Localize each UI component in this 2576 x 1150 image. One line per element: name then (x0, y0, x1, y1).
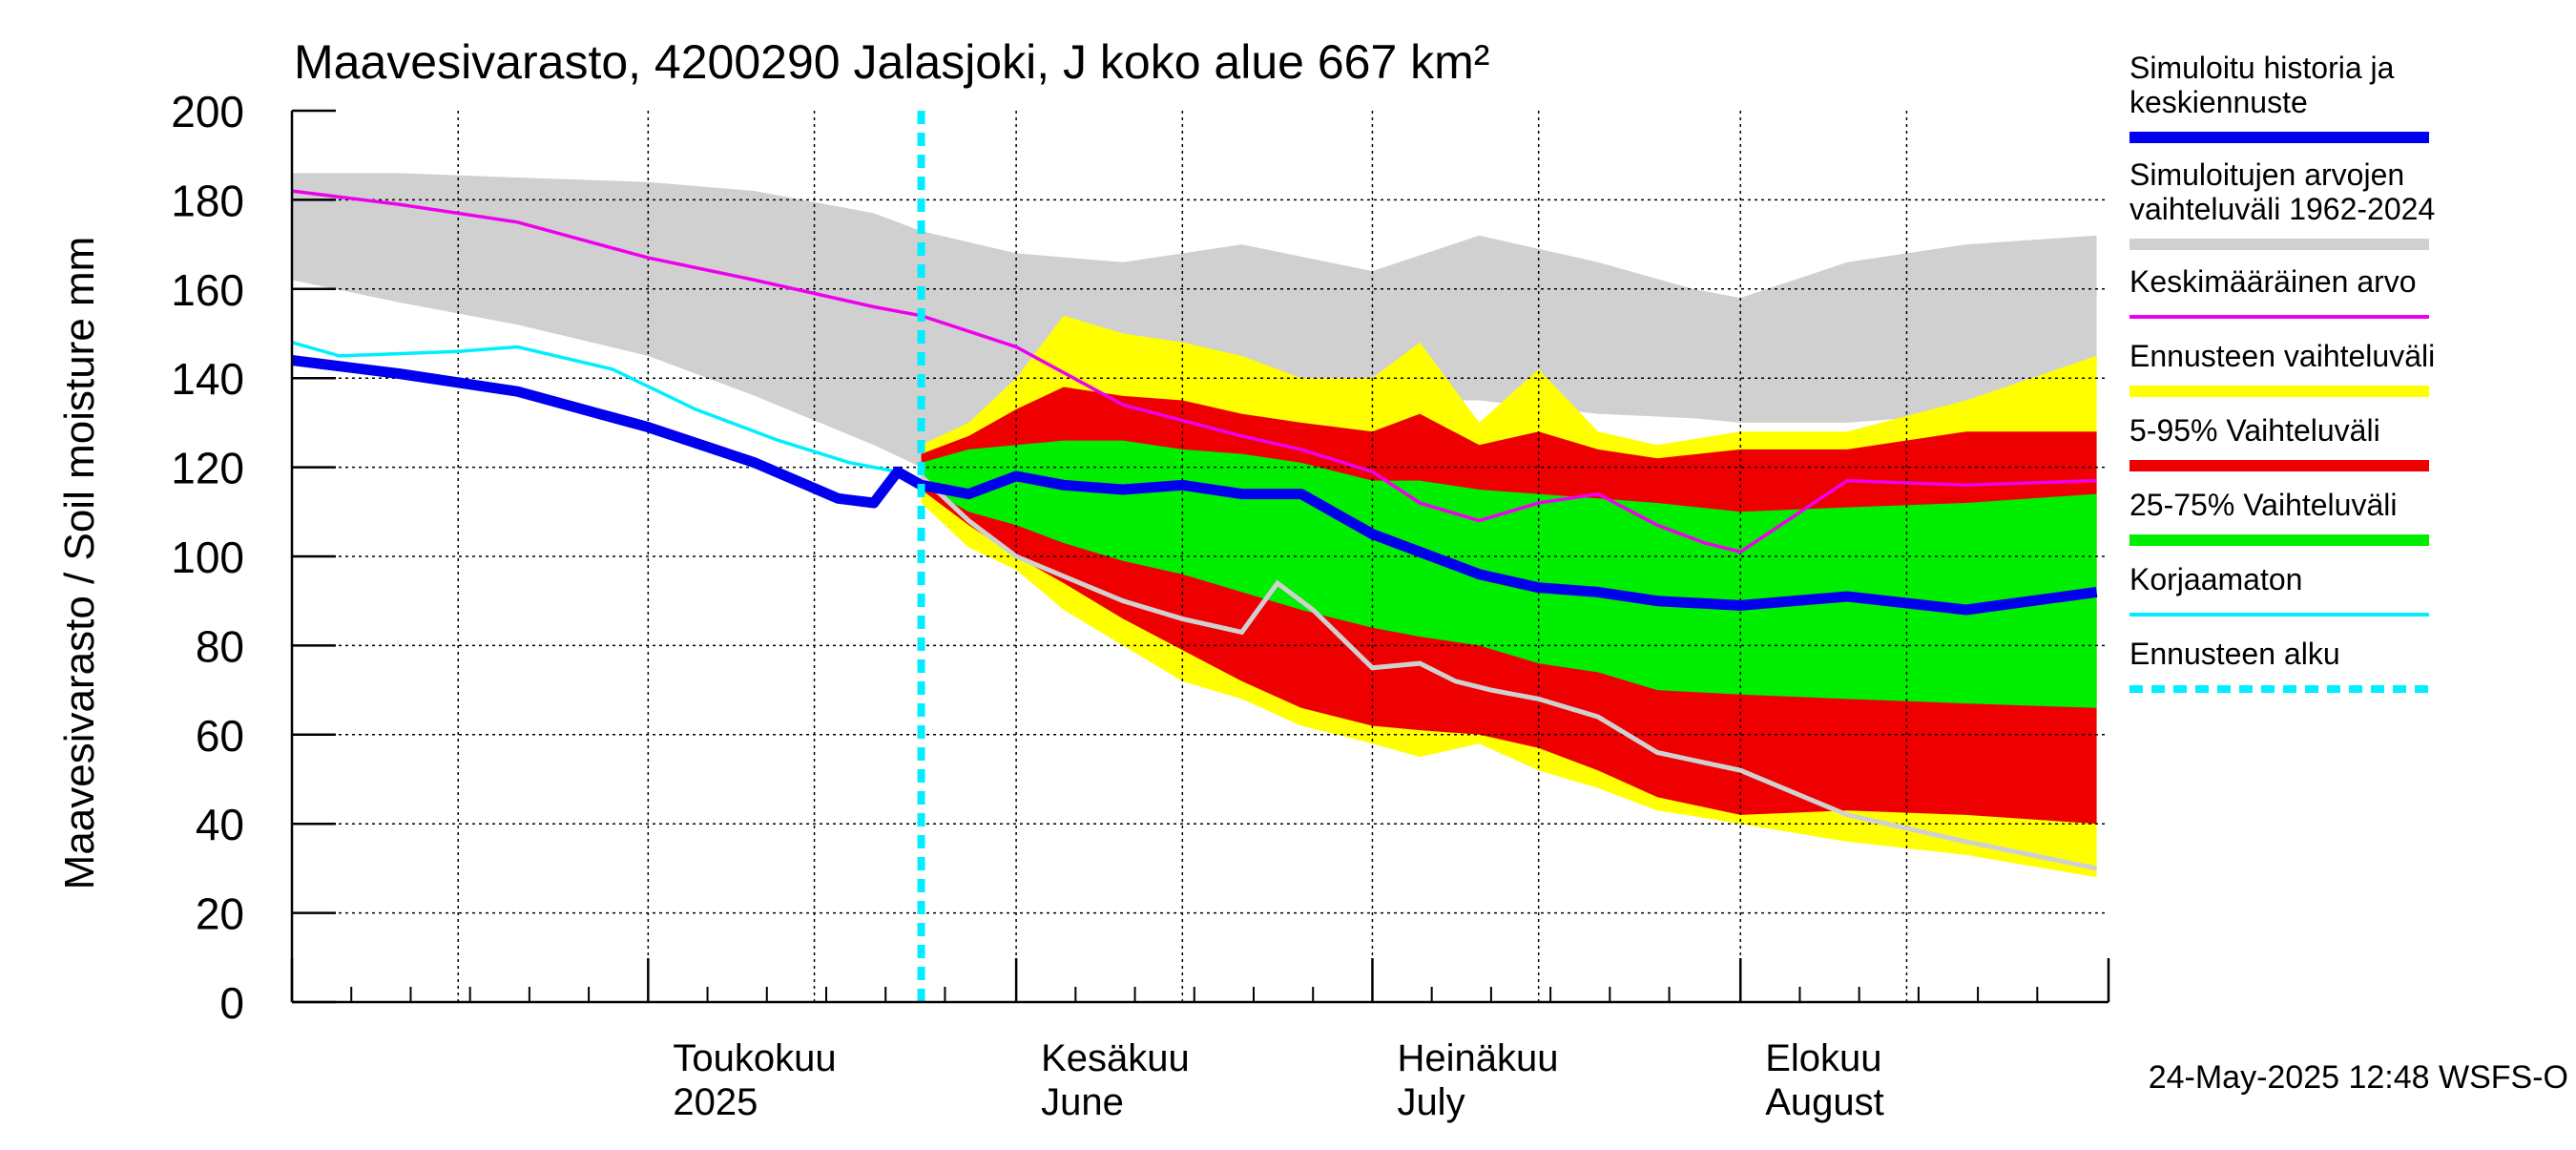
legend-label: 5-95% Vaihteluväli (2129, 413, 2380, 448)
simulation-line (291, 355, 2098, 616)
band-25-75 (921, 440, 2097, 708)
y-tick-label: 80 (196, 621, 244, 671)
y-tick-label: 200 (171, 87, 244, 136)
x-month-sublabel: June (1041, 1081, 1124, 1123)
legend-item-mean: Keskimääräinen arvo (2129, 264, 2429, 319)
y-tick-label: 100 (171, 533, 244, 582)
legend-label: Korjaamaton (2129, 562, 2302, 596)
legend-label: Simuloitujen arvojen (2129, 157, 2404, 192)
legend-item-start: Ennusteen alku (2129, 637, 2429, 693)
x-month-label: Elokuu (1765, 1037, 1881, 1079)
legend-item-uncorr: Korjaamaton (2129, 562, 2429, 617)
legend-item-fc_range: Ennusteen vaihteluväli (2129, 339, 2435, 397)
x-month-label: Kesäkuu (1041, 1037, 1190, 1079)
y-tick-label: 20 (196, 889, 244, 939)
y-tick-label: 160 (171, 265, 244, 315)
plot-area (290, 109, 2110, 1004)
uncorrected-line (291, 341, 923, 483)
gray-line (919, 474, 2098, 871)
x-month-sublabel: August (1765, 1081, 1884, 1123)
y-axis-label: Maavesivarasto / Soil moisture mm (56, 237, 103, 890)
legend-item-p25_75: 25-75% Vaihteluväli (2129, 488, 2429, 546)
y-tick-label: 180 (171, 176, 244, 225)
y-tick-label: 140 (171, 354, 244, 404)
y-tick-label: 0 (219, 978, 244, 1028)
x-month-sublabel: 2025 (673, 1081, 758, 1123)
legend-label: Ennusteen alku (2129, 637, 2340, 671)
x-month-label: Toukokuu (673, 1037, 836, 1079)
legend-label: Keskimääräinen arvo (2129, 264, 2417, 299)
timestamp: 24-May-2025 12:48 WSFS-O (2149, 1059, 2568, 1096)
x-month-label: Heinäkuu (1397, 1037, 1558, 1079)
y-tick-label: 120 (171, 444, 244, 493)
legend-label: Simuloitu historia ja (2129, 51, 2395, 85)
legend-label: Ennusteen vaihteluväli (2129, 339, 2435, 373)
y-tick-label: 40 (196, 800, 244, 849)
legend-item-p5_95: 5-95% Vaihteluväli (2129, 413, 2429, 471)
x-month-sublabel: July (1397, 1081, 1465, 1123)
y-tick-label: 60 (196, 711, 244, 761)
legend-label: vaihteluväli 1962-2024 (2129, 192, 2435, 226)
mean-line (291, 189, 2097, 554)
chart-title: Maavesivarasto, 4200290 Jalasjoki, J kok… (294, 35, 1489, 89)
historical-range-band (292, 173, 2097, 468)
legend-label: keskiennuste (2129, 85, 2308, 119)
legend-label: 25-75% Vaihteluväli (2129, 488, 2397, 522)
